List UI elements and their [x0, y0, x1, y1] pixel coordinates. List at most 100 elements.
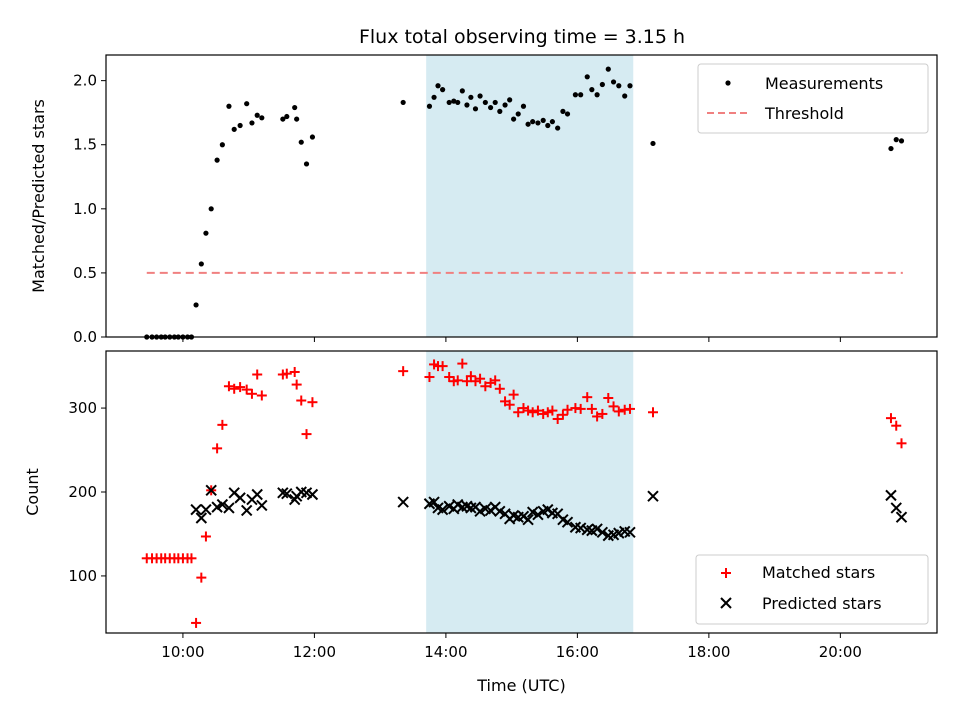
matched-star-point — [191, 617, 202, 628]
matched-star-point — [603, 393, 614, 403]
predicted-star-point — [277, 487, 289, 499]
measurement-point — [502, 102, 508, 108]
matched-star-point — [475, 373, 486, 384]
measurement-point — [219, 142, 225, 148]
measurement-point — [560, 108, 566, 114]
measurement-point — [303, 161, 310, 167]
measurement-point — [472, 106, 479, 112]
predicted-star-point — [895, 511, 908, 523]
top-plot-area — [144, 66, 905, 340]
measurement-point — [540, 117, 546, 123]
legend-predicted-label: Predicted stars — [762, 594, 882, 613]
predicted-star-point — [256, 499, 268, 512]
shaded-observing-span — [426, 351, 634, 633]
matched-star-point — [896, 438, 907, 449]
matched-star-point — [494, 383, 505, 394]
y-tick-label: 2.0 — [73, 72, 97, 90]
top-y-axis-label: Matched/Predicted stars — [29, 99, 48, 293]
bottom-shaded-span — [426, 351, 634, 633]
matched-star-point — [557, 409, 568, 420]
measurement-point — [455, 99, 461, 106]
matched-star-point — [398, 366, 409, 377]
measurement-point — [477, 93, 483, 99]
predicted-star-point — [591, 523, 603, 535]
matched-star-point — [212, 443, 223, 454]
top-legend-box — [697, 63, 929, 134]
legend-predicted-marker — [720, 597, 732, 609]
matched-star-point — [465, 371, 476, 382]
measurement-point — [280, 116, 286, 122]
shaded-observing-span — [426, 55, 634, 337]
matched-star-point — [608, 401, 619, 412]
matched-star-point — [437, 361, 448, 372]
predicted-star-point — [251, 488, 263, 501]
bottom-panel: 100 200 300 10:00 12:00 14:00 16:00 18:00 20:00… — [23, 350, 938, 695]
matched-star-point — [527, 407, 538, 418]
measurement-point — [599, 81, 605, 88]
top-x-axis — [182, 337, 841, 342]
predicted-star-point — [574, 522, 587, 534]
top-panel-frame — [105, 54, 938, 338]
measurement-point — [893, 137, 899, 143]
x-tick-label: 12:00 — [293, 643, 336, 661]
matched-star-point — [542, 407, 553, 418]
measurement-point — [525, 121, 531, 127]
y-tick-label: 100 — [68, 567, 97, 585]
y-tick-label: 200 — [68, 483, 97, 501]
matched-star-point — [223, 381, 234, 392]
measurement-point — [622, 93, 628, 99]
matched-star-point — [538, 408, 549, 419]
measurement-point — [400, 99, 406, 106]
top-y-axis: 0.0 0.5 1.0 1.5 2.0 — [73, 72, 106, 346]
matched-star-point — [296, 395, 307, 406]
matched-star-point — [504, 399, 515, 410]
predicted-star-point — [397, 496, 409, 508]
y-tick-label: 0.0 — [73, 328, 97, 346]
matched-star-point — [480, 381, 491, 392]
top-legend: Measurements Threshold — [697, 63, 929, 134]
predicted-star-point — [234, 492, 246, 504]
measurement-point — [214, 157, 220, 163]
matched-star-point — [532, 405, 543, 416]
measurement-point — [488, 104, 494, 111]
chart-title: Flux total observing time = 3.15 h — [359, 26, 685, 48]
matched-star-point — [891, 420, 902, 431]
measurement-point — [431, 94, 437, 100]
matched-star-point — [200, 531, 211, 542]
matched-star-point — [457, 358, 468, 369]
predicted-star-point — [561, 516, 574, 528]
measurement-point — [515, 111, 521, 117]
measurement-point — [440, 87, 446, 93]
matched-star-point — [235, 382, 246, 393]
legend-matched-marker — [721, 568, 731, 578]
measurement-point — [231, 126, 237, 132]
bottom-legend: Matched stars Predicted stars — [695, 554, 929, 625]
measurement-point — [616, 83, 622, 89]
legend-threshold-label: Threshold — [764, 104, 844, 123]
x-tick-label: 10:00 — [161, 643, 204, 661]
measurement-point — [298, 139, 304, 145]
matched-star-point — [461, 376, 472, 387]
measurement-point — [555, 125, 561, 131]
measurement-point — [564, 111, 571, 117]
x-tick-label: 16:00 — [556, 643, 599, 661]
matched-star-point — [592, 411, 603, 422]
predicted-star-point — [190, 503, 202, 516]
measurement-point — [530, 119, 536, 125]
predicted-star-point — [223, 502, 235, 514]
measurement-point — [226, 103, 232, 109]
legend-matched-label: Matched stars — [762, 563, 875, 582]
matched-star-point — [217, 419, 228, 430]
measurement-point — [237, 122, 243, 129]
measurement-point — [249, 120, 255, 126]
top-shaded-span — [426, 55, 634, 337]
predicted-star-point — [306, 488, 319, 501]
x-tick-label: 18:00 — [687, 643, 730, 661]
predicted-star-point — [596, 526, 609, 538]
measurement-point — [535, 120, 541, 126]
bottom-panel-frame — [105, 350, 938, 634]
measurement-point — [464, 102, 470, 108]
measurement-point — [309, 134, 316, 140]
predicted-star-point — [624, 526, 636, 538]
